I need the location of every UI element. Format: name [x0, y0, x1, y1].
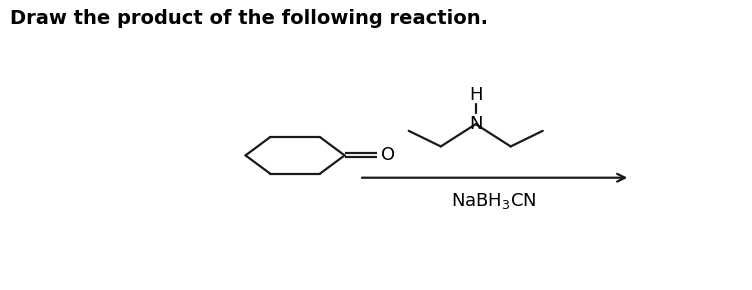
- Text: O: O: [381, 146, 395, 164]
- Text: H: H: [469, 86, 483, 104]
- Text: N: N: [469, 115, 483, 133]
- Text: NaBH$_3$CN: NaBH$_3$CN: [450, 191, 536, 211]
- Text: Draw the product of the following reaction.: Draw the product of the following reacti…: [10, 9, 488, 28]
